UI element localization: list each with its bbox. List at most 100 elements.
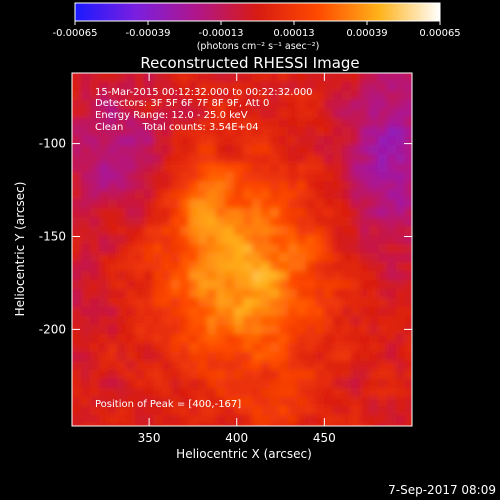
heatmap-cell — [126, 280, 136, 290]
heatmap-cell — [387, 235, 397, 245]
heatmap-cell — [135, 388, 145, 398]
heatmap-cell — [90, 325, 100, 335]
heatmap-cell — [243, 208, 253, 218]
heatmap-cell — [243, 217, 253, 227]
heatmap-cell — [324, 109, 334, 119]
heatmap-cell — [207, 109, 217, 119]
heatmap-cell — [126, 298, 136, 308]
heatmap-cell — [135, 73, 145, 83]
heatmap-cell — [216, 82, 226, 92]
heatmap-cell — [234, 298, 244, 308]
heatmap-cell — [279, 433, 289, 443]
heatmap-cell — [72, 298, 82, 308]
heatmap-cell — [387, 199, 397, 209]
heatmap-cell — [216, 352, 226, 362]
heatmap-cell — [99, 235, 109, 245]
heatmap-cell — [135, 91, 145, 101]
heatmap-cell — [297, 82, 307, 92]
heatmap-cell — [252, 226, 262, 236]
heatmap-cell — [162, 334, 172, 344]
heatmap-cell — [180, 424, 190, 426]
heatmap-cell — [81, 217, 91, 227]
heatmap-cell — [378, 397, 388, 407]
heatmap-cell — [261, 244, 271, 254]
heatmap-cell — [396, 343, 406, 353]
heatmap-cell — [342, 181, 352, 191]
chart-title: Reconstructed RHESSI Image — [140, 54, 359, 72]
heatmap-cell — [135, 109, 145, 119]
heatmap-cell — [261, 118, 271, 128]
heatmap-cell — [144, 199, 154, 209]
heatmap-cell — [99, 109, 109, 119]
heatmap-cell — [126, 307, 136, 317]
heatmap-cell — [81, 397, 91, 407]
heatmap-cell — [288, 118, 298, 128]
heatmap-cell — [306, 406, 316, 416]
heatmap-cell — [234, 235, 244, 245]
heatmap-cell — [234, 253, 244, 263]
heatmap-cell — [162, 127, 172, 137]
heatmap-cell — [243, 325, 253, 335]
heatmap-cell — [288, 343, 298, 353]
heatmap-cell — [189, 73, 199, 83]
heatmap-cell — [234, 316, 244, 326]
heatmap-cell — [405, 145, 412, 155]
heatmap-cell — [243, 334, 253, 344]
heatmap-cell — [90, 235, 100, 245]
heatmap-cell — [144, 127, 154, 137]
heatmap-cell — [252, 109, 262, 119]
heatmap-cell — [90, 100, 100, 110]
heatmap-cell — [279, 163, 289, 173]
heatmap-cell — [117, 208, 127, 218]
heatmap-cell — [297, 190, 307, 200]
heatmap-cell — [387, 298, 397, 308]
heatmap-cell — [405, 100, 412, 110]
heatmap-cell — [153, 109, 163, 119]
heatmap-cell — [99, 154, 109, 164]
heatmap-cell — [189, 190, 199, 200]
heatmap-cell — [279, 199, 289, 209]
heatmap-cell — [135, 370, 145, 380]
heatmap-cell — [81, 316, 91, 326]
heatmap-cell — [333, 316, 343, 326]
heatmap-cell — [360, 334, 370, 344]
heatmap-cell — [414, 190, 424, 200]
heatmap-cell — [270, 316, 280, 326]
heatmap-cell — [189, 172, 199, 182]
heatmap-cell — [342, 352, 352, 362]
heatmap-cell — [342, 100, 352, 110]
heatmap-cell — [108, 244, 118, 254]
heatmap-cell — [81, 289, 91, 299]
heatmap-cell — [72, 199, 82, 209]
heatmap-cell — [315, 217, 325, 227]
heatmap-cell — [81, 127, 91, 137]
heatmap-cell — [234, 307, 244, 317]
heatmap-cell — [234, 352, 244, 362]
heatmap-cell — [360, 208, 370, 218]
heatmap-cell — [162, 163, 172, 173]
heatmap-cell — [324, 379, 334, 389]
heatmap-cell — [297, 406, 307, 416]
heatmap-cell — [99, 100, 109, 110]
heatmap-cell — [72, 163, 82, 173]
heatmap-cell — [180, 100, 190, 110]
heatmap-cell — [144, 307, 154, 317]
heatmap-cell — [387, 271, 397, 281]
heatmap-cell — [234, 226, 244, 236]
heatmap-cell — [306, 370, 316, 380]
heatmap-cell — [234, 199, 244, 209]
heatmap-cell — [297, 361, 307, 371]
heatmap-cell — [288, 217, 298, 227]
heatmap-cell — [333, 397, 343, 407]
heatmap-cell — [414, 73, 424, 83]
heatmap-cell — [333, 325, 343, 335]
clean-total-counts-label: Clean Total counts: 3.54E+04 — [95, 122, 259, 133]
heatmap-cell — [234, 388, 244, 398]
heatmap-cell — [252, 154, 262, 164]
heatmap-cell — [207, 370, 217, 380]
heatmap-cell — [81, 343, 91, 353]
heatmap-cell — [288, 424, 298, 426]
heatmap-cell — [297, 208, 307, 218]
heatmap-cell — [360, 172, 370, 182]
heatmap-cell — [369, 217, 379, 227]
